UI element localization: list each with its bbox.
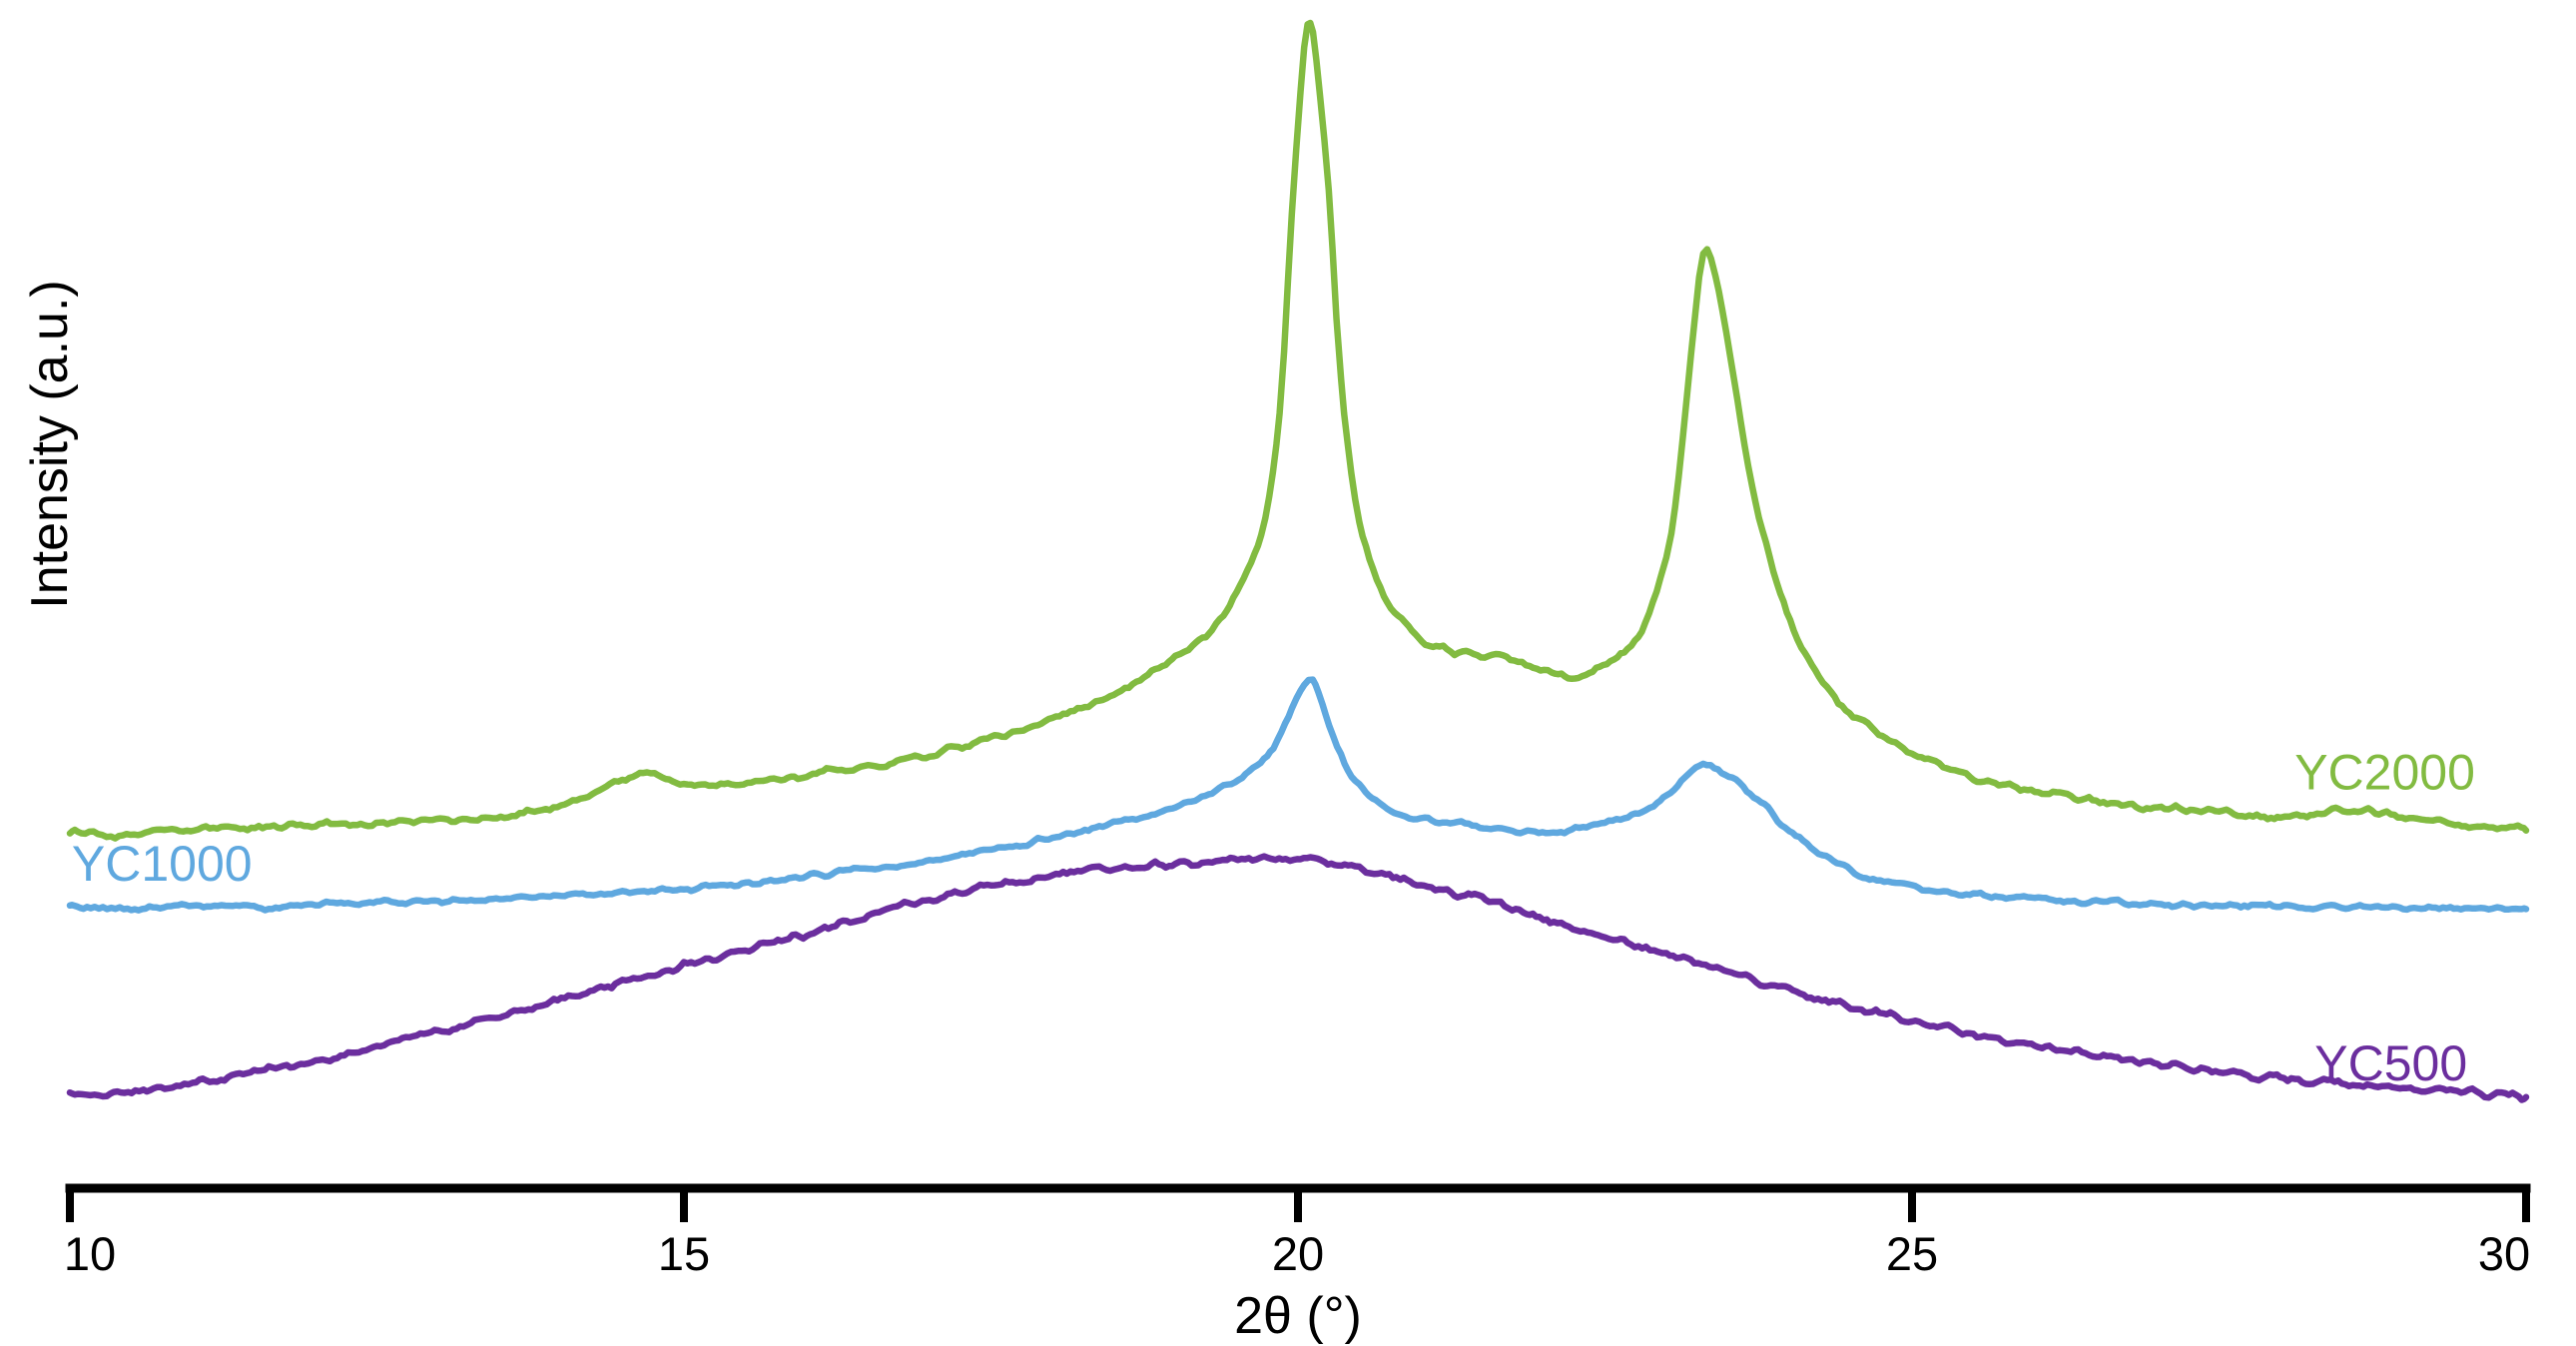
series-label-YC2000: YC2000	[2294, 745, 2475, 801]
series-label-YC1000: YC1000	[72, 836, 253, 892]
x-tick-label: 25	[1886, 1227, 1938, 1280]
series-curve-YC500	[66, 853, 2530, 1103]
x-tick-label: 20	[1272, 1227, 1324, 1280]
x-tick-label: 30	[2478, 1227, 2530, 1280]
series-curve-YC2000	[66, 19, 2530, 842]
y-axis-title: Intensity (a.u.)	[21, 280, 79, 609]
series-curve-YC1000	[66, 676, 2530, 914]
x-tick-label: 15	[658, 1227, 710, 1280]
series-label-YC500: YC500	[2314, 1035, 2467, 1091]
x-axis-title: 2θ (°)	[1234, 1287, 1362, 1345]
x-tick-label: 10	[64, 1227, 116, 1280]
